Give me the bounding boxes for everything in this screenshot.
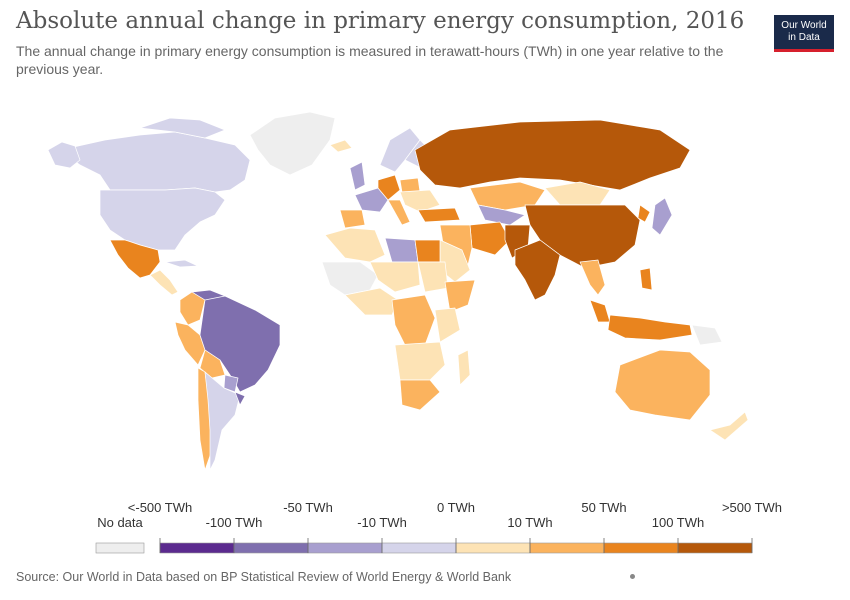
- country-russia[interactable]: [414, 119, 691, 191]
- country-sahel[interactable]: [369, 261, 421, 293]
- country-cuba[interactable]: [164, 259, 199, 268]
- country-central-america[interactable]: [149, 269, 179, 296]
- country-greenland[interactable]: [249, 111, 336, 176]
- legend-tick-label-3: -10 TWh: [357, 515, 407, 530]
- logo-line-1: Our World: [781, 20, 827, 31]
- timeline-dot[interactable]: [630, 574, 635, 579]
- country-libya[interactable]: [384, 237, 419, 263]
- legend-tick-label-6: 50 TWh: [581, 500, 626, 515]
- chart-title: Absolute annual change in primary energy…: [16, 8, 745, 34]
- legend-bin-3[interactable]: [381, 542, 457, 554]
- legend-bin-6[interactable]: [603, 542, 679, 554]
- country-peru[interactable]: [174, 321, 206, 366]
- country-central-africa[interactable]: [391, 294, 436, 346]
- country-usa[interactable]: [99, 187, 226, 251]
- country-new-zealand[interactable]: [709, 411, 749, 441]
- owid-logo[interactable]: Our World in Data: [774, 15, 834, 52]
- legend-tick-label-8: >500 TWh: [722, 500, 782, 515]
- country-southeast-asia[interactable]: [579, 259, 606, 296]
- country-philippines[interactable]: [639, 267, 653, 291]
- country-poland[interactable]: [399, 177, 421, 193]
- country-japan[interactable]: [651, 197, 673, 236]
- legend-bin-5[interactable]: [529, 542, 605, 554]
- country-south-africa[interactable]: [399, 379, 441, 411]
- country-madagascar[interactable]: [457, 349, 471, 386]
- country-indonesia[interactable]: [607, 314, 693, 341]
- logo-line-2: in Data: [788, 32, 820, 43]
- legend-bin-4[interactable]: [455, 542, 531, 554]
- country-morocco-algeria[interactable]: [324, 227, 386, 263]
- country-iran[interactable]: [469, 221, 511, 256]
- country-argentina[interactable]: [204, 371, 241, 471]
- country-alaska-usa[interactable]: [47, 141, 81, 169]
- country-germany[interactable]: [377, 174, 401, 201]
- legend-tick-label-0: <-500 TWh: [128, 500, 192, 515]
- legend-tick-label-5: 10 TWh: [507, 515, 552, 530]
- legend-bin-7[interactable]: [677, 542, 753, 554]
- legend-no-data-swatch[interactable]: [95, 542, 145, 554]
- legend-tick-label-2: -50 TWh: [283, 500, 333, 515]
- country-canada[interactable]: [59, 131, 251, 193]
- country-uruguay[interactable]: [234, 391, 246, 406]
- country-uk[interactable]: [349, 161, 366, 191]
- map-legend: <-500 TWh -100 TWh -50 TWh -10 TWh 0 TWh…: [95, 500, 782, 554]
- country-papua-new-guinea[interactable]: [691, 324, 723, 346]
- country-korea[interactable]: [637, 204, 651, 223]
- country-china[interactable]: [524, 204, 641, 269]
- country-italy[interactable]: [387, 199, 411, 226]
- legend-tick-label-7: 100 TWh: [652, 515, 705, 530]
- country-eastern-europe[interactable]: [399, 189, 441, 213]
- country-southern-africa[interactable]: [394, 341, 446, 381]
- source-note: Source: Our World in Data based on BP St…: [16, 570, 512, 584]
- legend-tick-label-4: 0 TWh: [437, 500, 475, 515]
- canadian-arctic-islands[interactable]: [139, 117, 226, 139]
- country-egypt[interactable]: [414, 239, 441, 263]
- country-malaysia[interactable]: [589, 299, 611, 323]
- world-map[interactable]: [0, 95, 850, 495]
- country-mexico[interactable]: [109, 239, 161, 279]
- country-spain[interactable]: [339, 209, 366, 229]
- legend-no-data-label: No data: [97, 515, 143, 530]
- legend-bin-0[interactable]: [159, 542, 235, 554]
- country-east-africa[interactable]: [434, 307, 461, 343]
- legend-tick-label-1: -100 TWh: [206, 515, 263, 530]
- country-france[interactable]: [354, 187, 389, 213]
- country-australia[interactable]: [614, 349, 711, 421]
- country-central-asia[interactable]: [477, 204, 526, 226]
- chart-subtitle: The annual change in primary energy cons…: [16, 43, 724, 77]
- country-mongolia[interactable]: [544, 181, 611, 206]
- country-india[interactable]: [514, 239, 561, 301]
- legend-bin-1[interactable]: [233, 542, 309, 554]
- country-iceland[interactable]: [329, 139, 353, 153]
- country-bolivia[interactable]: [199, 349, 226, 379]
- country-turkey[interactable]: [417, 207, 461, 223]
- country-horn-of-africa[interactable]: [444, 279, 476, 313]
- legend-bin-2[interactable]: [307, 542, 383, 554]
- country-sudan[interactable]: [417, 261, 449, 293]
